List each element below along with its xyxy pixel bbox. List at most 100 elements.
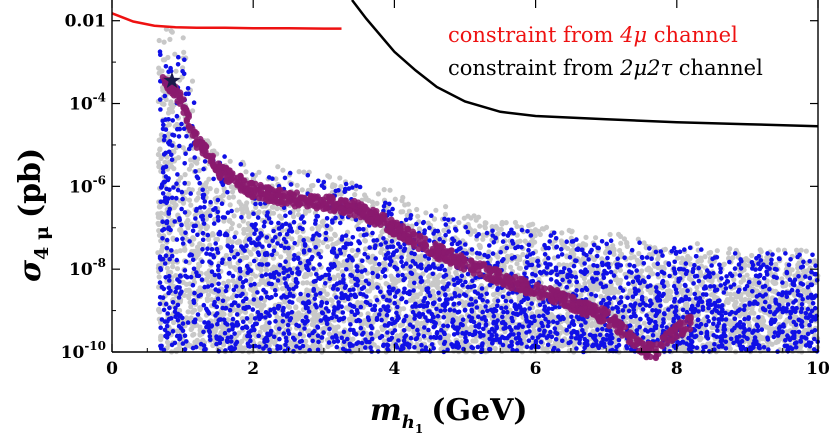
grey-point <box>413 272 420 278</box>
grey-point <box>493 223 499 230</box>
grey-point <box>188 326 194 333</box>
grey-point <box>170 264 176 270</box>
grey-point <box>179 230 185 236</box>
grey-point <box>664 297 670 304</box>
grey-point <box>225 296 231 302</box>
grey-point <box>370 274 376 280</box>
grey-point <box>568 250 574 256</box>
grey-point <box>343 305 349 311</box>
grey-point <box>362 237 368 244</box>
blue-point <box>164 245 170 251</box>
blue-point <box>527 306 532 311</box>
blue-point <box>379 317 384 323</box>
grey-point <box>779 276 785 282</box>
grey-point <box>516 295 522 301</box>
blue-point <box>741 307 747 313</box>
grey-point <box>315 224 321 230</box>
grey-point <box>294 229 300 235</box>
grey-point <box>279 286 286 292</box>
blue-point <box>202 204 207 210</box>
grey-point <box>230 194 236 200</box>
grey-point <box>714 273 720 279</box>
grey-point <box>381 338 387 344</box>
grey-point <box>702 254 708 260</box>
grey-point <box>655 264 662 271</box>
grey-point <box>726 250 732 256</box>
grey-point <box>751 316 758 322</box>
blue-point <box>559 252 565 257</box>
grey-point <box>414 276 420 282</box>
blue-point <box>157 97 163 102</box>
grey-point <box>358 346 364 353</box>
grey-point <box>795 270 801 276</box>
grey-point <box>296 313 302 319</box>
grey-point <box>660 264 666 270</box>
grey-point <box>772 280 778 286</box>
blue-point <box>650 333 656 338</box>
blue-point <box>638 316 643 322</box>
grey-point <box>694 241 701 247</box>
grey-point <box>337 331 343 337</box>
grey-point <box>277 213 283 219</box>
grey-point <box>777 314 783 320</box>
grey-point <box>185 309 191 315</box>
grey-point <box>350 269 356 275</box>
blue-point <box>273 292 279 298</box>
blue-point <box>703 322 709 328</box>
grey-point <box>159 334 165 340</box>
grey-point <box>744 272 750 278</box>
blue-point <box>434 306 439 312</box>
grey-point <box>270 210 277 216</box>
blue-point <box>677 249 683 255</box>
grey-point <box>312 308 318 314</box>
blue-point <box>501 231 506 237</box>
blue-point <box>277 326 282 332</box>
grey-point <box>197 305 203 311</box>
blue-point <box>161 122 166 128</box>
grey-point <box>612 269 618 275</box>
grey-point <box>203 226 209 232</box>
blue-point <box>255 290 260 295</box>
grey-point <box>162 57 168 63</box>
grey-point <box>241 230 247 236</box>
grey-point <box>381 187 387 193</box>
blue-point <box>183 273 188 279</box>
grey-point <box>742 296 748 303</box>
grey-point <box>241 226 247 233</box>
grey-point <box>364 288 371 294</box>
grey-point <box>624 243 630 249</box>
grey-point <box>516 265 522 271</box>
grey-point <box>727 246 733 252</box>
blue-point <box>180 321 186 326</box>
blue-point <box>480 341 485 346</box>
grey-point <box>426 331 432 337</box>
blue-point <box>442 308 448 313</box>
blue-point <box>589 292 594 297</box>
blue-point <box>251 297 257 302</box>
grey-point <box>193 197 200 203</box>
grey-point <box>304 280 310 286</box>
grey-point <box>482 223 488 229</box>
blue-point <box>435 313 441 319</box>
blue-point <box>164 186 169 192</box>
blue-point <box>301 220 307 225</box>
grey-point <box>289 245 295 251</box>
grey-point <box>185 217 191 223</box>
blue-point <box>712 347 717 352</box>
grey-point <box>393 280 399 286</box>
grey-point <box>227 311 233 318</box>
blue-point <box>807 322 812 328</box>
blue-point <box>215 321 220 327</box>
blue-point <box>582 261 587 266</box>
blue-point <box>719 276 724 281</box>
grey-point <box>584 324 590 330</box>
grey-point <box>485 312 492 318</box>
grey-point <box>656 317 662 323</box>
grey-point <box>648 290 654 296</box>
grey-point <box>295 212 302 218</box>
grey-point <box>226 261 233 267</box>
blue-point <box>235 251 240 257</box>
grey-point <box>687 256 693 262</box>
grey-point <box>486 249 492 255</box>
